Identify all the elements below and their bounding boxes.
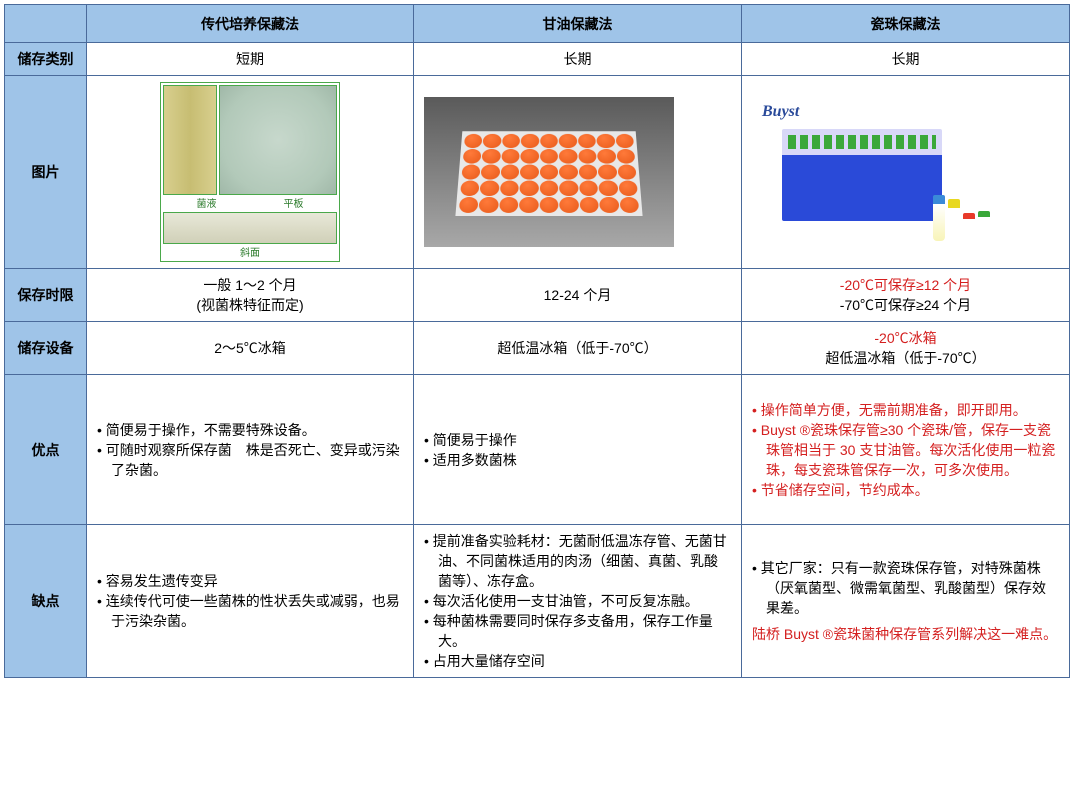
cryovial-rack-icon [455, 131, 642, 216]
cell-eq-1: 2～5℃冰箱 [87, 322, 414, 375]
cell-pros-3: • 操作简单方便，无需前期准备，即开即用。 • Buyst ®瓷珠保存管≥30 … [742, 375, 1070, 525]
cons3-p1: • 其它厂家：只有一款瓷珠保存管，对特殊菌株（厌氧菌型、微需氧菌型、乳酸菌型）保… [752, 558, 1059, 618]
dur1-l1: 一般 1～2 个月 [203, 277, 296, 293]
cons2-b1: • 提前准备实验耗材：无菌耐低温冻存管、无菌甘油、不同菌株适用的肉汤（细菌、真菌… [424, 531, 731, 591]
eq3-l1: -20℃冰箱 [874, 330, 936, 346]
cell-dur-3: -20℃可保存≥12 个月 -70℃可保存≥24 个月 [742, 269, 1070, 322]
method3-image: Buyst [752, 97, 1002, 247]
pros1-b2: • 可随时观察所保存菌 株是否死亡、变异或污染了杂菌。 [97, 440, 403, 480]
cons2-b3: • 每种菌株需要同时保存多支备用，保存工作量大。 [424, 611, 731, 651]
img1-label-a: 菌液 [197, 195, 217, 210]
row-image: 图片 菌液 平板 斜面 [5, 76, 1070, 269]
rowlabel-equipment: 储存设备 [5, 322, 87, 375]
cell-img-3: Buyst [742, 76, 1070, 269]
rowlabel-pros: 优点 [5, 375, 87, 525]
img1-label-c: 斜面 [163, 244, 337, 259]
cell-eq-3: -20℃冰箱 超低温冰箱（低于-70℃） [742, 322, 1070, 375]
eq3-l2: 超低温冰箱（低于-70℃） [825, 350, 985, 366]
dur3-l1: -20℃可保存≥12 个月 [840, 277, 971, 293]
cons1-b2: • 连续传代可使一些菌株的性状丢失或减弱，也易于污染杂菌。 [97, 591, 403, 631]
row-duration: 保存时限 一般 1～2 个月 (视菌株特征而定) 12-24 个月 -20℃可保… [5, 269, 1070, 322]
rowlabel-cons: 缺点 [5, 525, 87, 678]
img1-label-b: 平板 [284, 195, 304, 210]
header-row: 传代培养保藏法 甘油保藏法 瓷珠保藏法 [5, 5, 1070, 43]
dur3-l2: -70℃可保存≥24 个月 [840, 297, 971, 313]
cell-cons-1: • 容易发生遗传变异 • 连续传代可使一些菌株的性状丢失或减弱，也易于污染杂菌。 [87, 525, 414, 678]
cell-img-2 [414, 76, 742, 269]
plate-icon [219, 85, 337, 195]
cell-dur-2: 12-24 个月 [414, 269, 742, 322]
pros3-b3: • 节省储存空间，节约成本。 [752, 480, 1059, 500]
pros3-b1: • 操作简单方便，无需前期准备，即开即用。 [752, 400, 1059, 420]
cell-pros-2: • 简便易于操作 • 适用多数菌株 [414, 375, 742, 525]
pros1-b1: • 简便易于操作，不需要特殊设备。 [97, 420, 403, 440]
col-header-1: 传代培养保藏法 [87, 5, 414, 43]
comparison-table: 传代培养保藏法 甘油保藏法 瓷珠保藏法 储存类别 短期 长期 长期 图片 菌液 … [4, 4, 1070, 678]
tube-icon [163, 85, 217, 195]
cell-type-3: 长期 [742, 43, 1070, 76]
cell-cons-3: • 其它厂家：只有一款瓷珠保存管，对特殊菌株（厌氧菌型、微需氧菌型、乳酸菌型）保… [742, 525, 1070, 678]
rowlabel-storage-type: 储存类别 [5, 43, 87, 76]
row-storage-type: 储存类别 短期 长期 长期 [5, 43, 1070, 76]
pros2-b1: • 简便易于操作 [424, 430, 731, 450]
method2-image [424, 97, 674, 247]
cell-type-2: 长期 [414, 43, 742, 76]
buyst-logo: Buyst [762, 103, 799, 121]
cons2-b4: • 占用大量储存空间 [424, 651, 731, 671]
method1-image: 菌液 平板 斜面 [160, 82, 340, 262]
header-blank [5, 5, 87, 43]
cell-dur-1: 一般 1～2 个月 (视菌株特征而定) [87, 269, 414, 322]
cell-pros-1: • 简便易于操作，不需要特殊设备。 • 可随时观察所保存菌 株是否死亡、变异或污… [87, 375, 414, 525]
cons3-p2: 陆桥 Buyst ®瓷珠菌种保存管系列解决这一难点。 [752, 626, 1057, 642]
row-equipment: 储存设备 2～5℃冰箱 超低温冰箱（低于-70℃） -20℃冰箱 超低温冰箱（低… [5, 322, 1070, 375]
cell-cons-2: • 提前准备实验耗材：无菌耐低温冻存管、无菌甘油、不同菌株适用的肉汤（细菌、真菌… [414, 525, 742, 678]
rowlabel-image: 图片 [5, 76, 87, 269]
pros2-b2: • 适用多数菌株 [424, 450, 731, 470]
slant-icon [163, 212, 337, 244]
cons2-b2: • 每次活化使用一支甘油管，不可反复冻融。 [424, 591, 731, 611]
dur1-l2: (视菌株特征而定) [196, 297, 303, 313]
row-pros: 优点 • 简便易于操作，不需要特殊设备。 • 可随时观察所保存菌 株是否死亡、变… [5, 375, 1070, 525]
col-header-2: 甘油保藏法 [414, 5, 742, 43]
col-header-3: 瓷珠保藏法 [742, 5, 1070, 43]
row-cons: 缺点 • 容易发生遗传变异 • 连续传代可使一些菌株的性状丢失或减弱，也易于污染… [5, 525, 1070, 678]
rowlabel-duration: 保存时限 [5, 269, 87, 322]
bead-kit-icon [782, 129, 942, 221]
vial-group-icon [933, 195, 990, 241]
cons1-b1: • 容易发生遗传变异 [97, 571, 403, 591]
cell-img-1: 菌液 平板 斜面 [87, 76, 414, 269]
cell-type-1: 短期 [87, 43, 414, 76]
pros3-b2: • Buyst ®瓷珠保存管≥30 个瓷珠/管，保存一支瓷珠管相当于 30 支甘… [752, 420, 1059, 480]
cell-eq-2: 超低温冰箱（低于-70℃） [414, 322, 742, 375]
